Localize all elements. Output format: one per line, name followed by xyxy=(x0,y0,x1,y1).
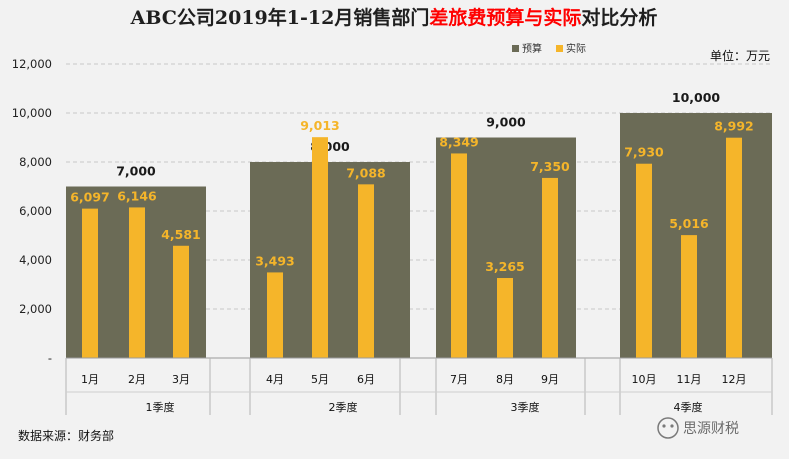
actual-data-label: 7,930 xyxy=(624,145,664,160)
actual-data-label: 4,581 xyxy=(161,227,201,242)
actual-bars: 6,097 6,146 4,581 3,493 9,013 7,088 8,349 3,265… xyxy=(70,118,754,358)
x-tick-label: 5月 xyxy=(311,373,329,386)
unit-label: 单位：万元 xyxy=(710,48,770,63)
actual-bar-6 xyxy=(358,184,374,358)
legend-swatch-budget xyxy=(512,45,519,52)
actual-data-label: 3,265 xyxy=(485,259,525,274)
actual-bar-8 xyxy=(497,278,513,358)
data-source: 数据来源：财务部 xyxy=(18,428,114,443)
actual-data-label: 3,493 xyxy=(255,253,295,268)
actual-data-label: 9,013 xyxy=(300,118,340,133)
watermark-text: 思源财税 xyxy=(683,421,739,437)
actual-bar-11 xyxy=(681,235,697,358)
legend-swatch-actual xyxy=(556,45,563,52)
actual-data-label: 8,349 xyxy=(439,134,479,149)
watermark-logo-dot xyxy=(670,424,674,428)
x-tick-label: 2月 xyxy=(128,373,146,386)
actual-data-label: 7,350 xyxy=(530,159,570,174)
budget-data-label: 7,000 xyxy=(116,164,156,179)
y-tick-label: 6,000 xyxy=(19,204,52,218)
chart-title: ABC公司2019年1-12月销售部门差旅费预算与实际对比分析 xyxy=(130,6,658,29)
actual-bar-9 xyxy=(542,177,558,358)
actual-bar-7 xyxy=(451,153,467,358)
watermark-logo-icon xyxy=(657,417,679,439)
x-tick-label: 1月 xyxy=(81,373,99,386)
x-tick-label: 12月 xyxy=(722,373,747,386)
x-axis: 1月 2月 3月 4月 5月 6月 7月 8月 9月 10月 11月 12月 1季度 2季度 3季度 4季度 xyxy=(65,357,773,415)
y-tick-label: 12,000 xyxy=(12,57,52,71)
watermark-logo-dot xyxy=(662,424,666,428)
legend-label-budget: 预算 xyxy=(522,42,542,55)
y-axis-ticks: - 2,000 4,000 6,000 8,000 10,000 12,000 xyxy=(12,57,52,365)
title-part-2-highlight: 差旅费预算与实际 xyxy=(429,6,581,29)
title-part-1: ABC公司2019年1-12月销售部门 xyxy=(130,6,430,29)
actual-data-label: 7,088 xyxy=(346,165,386,180)
x-tick-label: 6月 xyxy=(357,373,375,386)
actual-bar-3 xyxy=(173,245,189,358)
x-tick-label: 4月 xyxy=(266,373,284,386)
actual-data-label: 5,016 xyxy=(669,216,709,231)
watermark: 思源财税 xyxy=(657,417,739,439)
actual-data-label: 6,097 xyxy=(70,190,110,205)
x-tick-label: 7月 xyxy=(450,373,468,386)
actual-bar-2 xyxy=(129,207,145,358)
legend: 预算 实际 xyxy=(512,42,586,55)
quarter-label: 2季度 xyxy=(329,400,358,414)
legend-label-actual: 实际 xyxy=(566,42,586,55)
x-tick-label: 11月 xyxy=(677,373,702,386)
title-part-3: 对比分析 xyxy=(581,6,657,29)
x-tick-label: 9月 xyxy=(541,373,559,386)
x-tick-label: 10月 xyxy=(632,373,657,386)
actual-bar-12 xyxy=(726,137,742,358)
actual-data-label: 6,146 xyxy=(117,188,157,203)
quarter-label: 4季度 xyxy=(674,400,703,414)
x-tick-label: 3月 xyxy=(172,373,190,386)
actual-bar-10 xyxy=(636,163,652,358)
actual-bar-5 xyxy=(312,137,328,358)
y-tick-label: 10,000 xyxy=(12,106,52,120)
y-tick-label: - xyxy=(48,351,52,365)
actual-data-label: 8,992 xyxy=(714,119,754,134)
y-tick-label: 2,000 xyxy=(19,302,52,316)
budget-data-label: 10,000 xyxy=(672,90,721,105)
actual-bar-1 xyxy=(82,208,98,358)
y-tick-label: 8,000 xyxy=(19,155,52,169)
quarter-label: 1季度 xyxy=(146,400,175,414)
actual-bar-4 xyxy=(267,272,283,358)
budget-data-label: 9,000 xyxy=(486,115,526,130)
y-tick-label: 4,000 xyxy=(19,253,52,267)
quarter-label: 3季度 xyxy=(511,400,540,414)
x-tick-label: 8月 xyxy=(496,373,514,386)
